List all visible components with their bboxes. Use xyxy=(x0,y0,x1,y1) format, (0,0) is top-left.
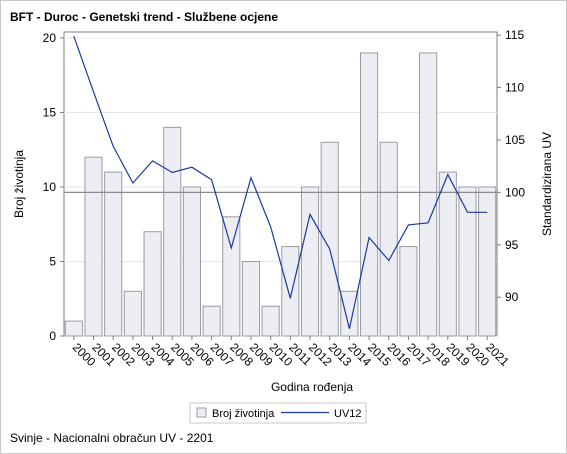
uv12-line xyxy=(73,35,488,329)
bar xyxy=(478,186,497,337)
bar xyxy=(104,171,123,337)
legend-line-label: UV12 xyxy=(334,408,362,420)
y-left-tick-label: 10 xyxy=(43,180,57,194)
bar xyxy=(123,290,142,337)
y-right-axis-label: Standardizirana UV xyxy=(540,132,554,236)
bar xyxy=(419,52,438,337)
legend-bar-label: Broj životinja xyxy=(212,408,275,420)
y-left-tick-label: 20 xyxy=(43,31,57,45)
bar xyxy=(360,52,379,337)
bar xyxy=(438,171,457,337)
bar xyxy=(241,261,261,337)
y-right-tick-label: 100 xyxy=(505,185,525,199)
bar xyxy=(340,290,359,337)
chart-title: BFT - Duroc - Genetski trend - Službene … xyxy=(10,10,279,24)
y-left-tick-label: 15 xyxy=(43,106,57,120)
chart-footnote: Svinje - Nacionalni obračun UV - 2201 xyxy=(10,431,214,445)
bar xyxy=(261,305,280,337)
y-right-tick-label: 95 xyxy=(505,238,519,252)
bar xyxy=(163,126,182,337)
bar xyxy=(182,186,201,337)
bar xyxy=(84,156,103,337)
bar xyxy=(64,320,83,337)
y-right-tick-label: 115 xyxy=(505,28,524,42)
bar xyxy=(281,246,300,337)
bar xyxy=(222,216,241,337)
y-left-tick-label: 0 xyxy=(49,329,56,343)
bar xyxy=(202,305,221,337)
legend-bar-swatch xyxy=(196,407,207,418)
legend-box xyxy=(189,402,367,424)
bar xyxy=(143,231,162,337)
y-right-tick-label: 105 xyxy=(505,133,525,147)
bar xyxy=(379,141,398,337)
bar xyxy=(458,186,477,337)
y-right-tick-label: 110 xyxy=(505,81,524,95)
bar xyxy=(300,186,320,337)
x-axis-label: Godina rođenja xyxy=(271,380,353,394)
y-left-tick-label: 5 xyxy=(49,255,56,269)
bar xyxy=(399,246,418,337)
y-left-axis-label: Broj životinja xyxy=(12,150,26,218)
y-right-tick-label: 90 xyxy=(505,290,519,304)
